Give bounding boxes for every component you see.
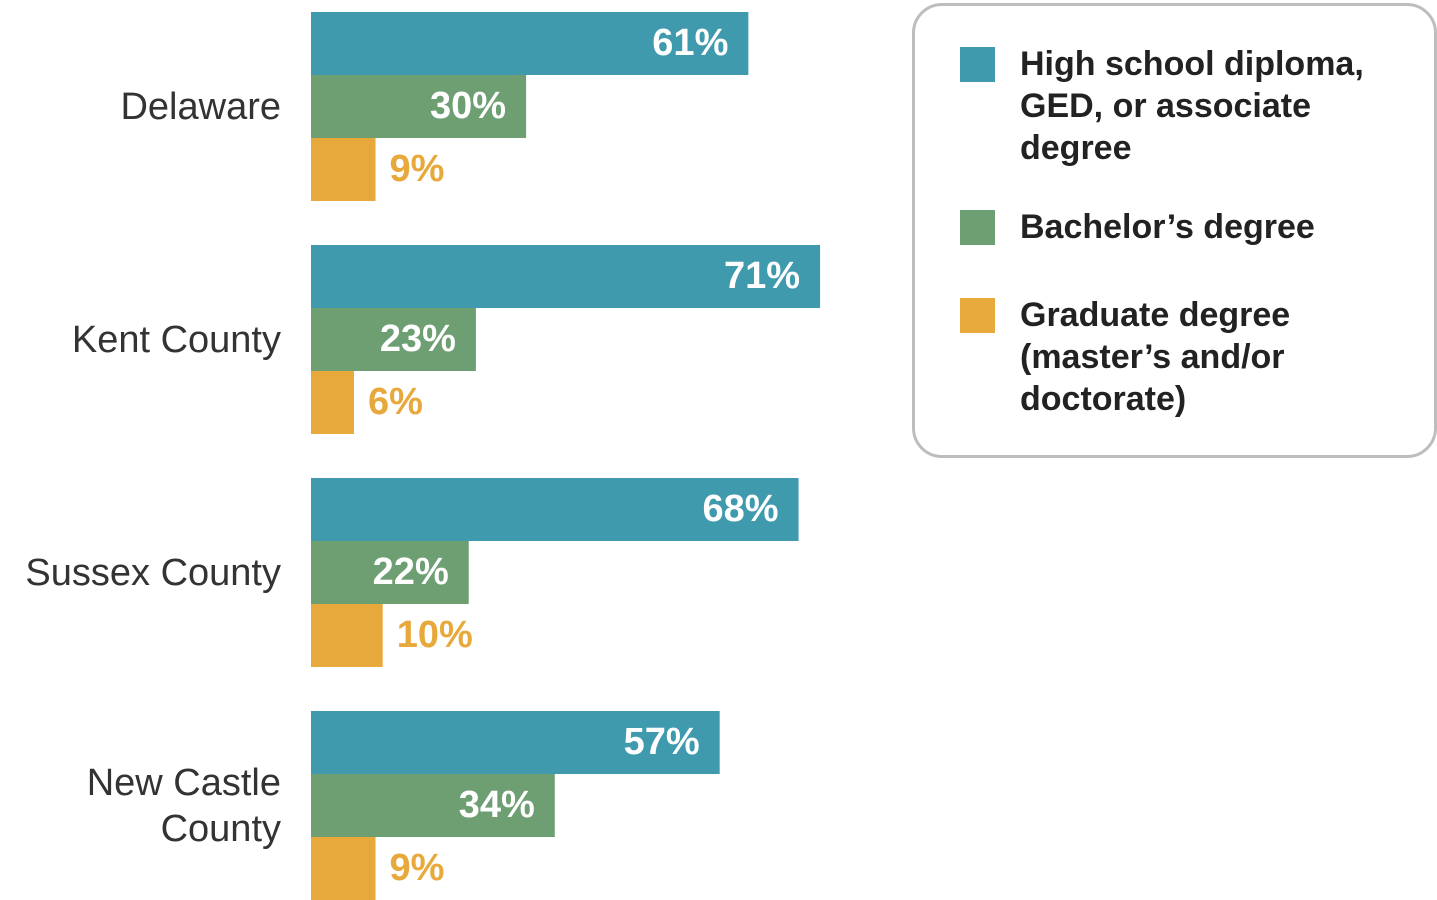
value-label: 30% [430, 85, 507, 127]
bar [311, 75, 527, 138]
value-label: 9% [389, 847, 445, 889]
bar [311, 245, 821, 308]
legend-swatch [960, 210, 995, 245]
bar [311, 604, 383, 667]
value-label: 57% [623, 721, 700, 763]
value-label: 10% [396, 614, 473, 656]
legend-label: High school diploma, GED, or associate d… [1020, 45, 1364, 167]
value-label: 71% [724, 255, 801, 297]
legend-swatch [960, 298, 995, 333]
legend [912, 3, 1437, 458]
legend-label: Bachelor’s degree [1020, 208, 1315, 246]
bar [311, 308, 476, 371]
bar [311, 541, 469, 604]
value-label: 6% [368, 381, 423, 423]
bar [311, 478, 799, 541]
legend-swatch [960, 47, 995, 82]
value-label: 22% [372, 551, 449, 593]
bar [311, 837, 376, 900]
category-label: Sussex County [25, 551, 281, 594]
category-label: New Castle County [86, 761, 281, 850]
value-label: 61% [652, 22, 729, 64]
value-label: 68% [702, 488, 779, 530]
value-label: 23% [379, 318, 456, 360]
bar [311, 774, 555, 837]
category-label: Kent County [71, 318, 281, 361]
legend-label: Graduate degree (master’s and/or doctora… [1020, 296, 1291, 418]
value-label: 34% [458, 784, 535, 826]
bar [311, 711, 720, 774]
bar [311, 371, 355, 434]
value-label: 9% [389, 148, 445, 190]
category-label: Delaware [120, 85, 281, 128]
bar [311, 12, 749, 75]
bar [311, 138, 376, 201]
